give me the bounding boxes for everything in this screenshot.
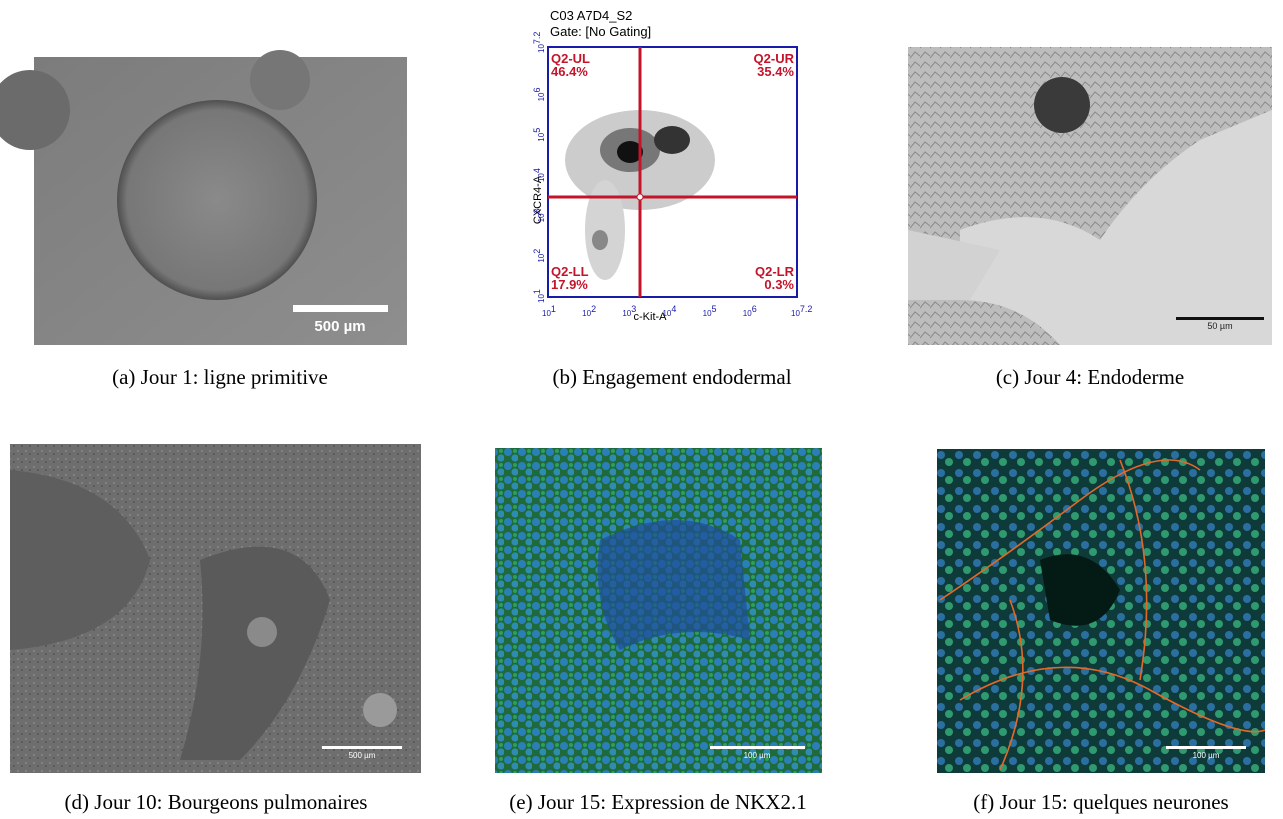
image-c — [908, 47, 1272, 345]
x-tick-exponent: 5 — [712, 304, 717, 314]
x-tick-exponent: 1 — [551, 304, 556, 314]
flow-plot — [548, 47, 797, 297]
quadrant-percent: 0.3% — [764, 277, 794, 292]
y-tick-label: 107.2 — [532, 32, 546, 53]
y-tick-exponent: 1 — [532, 289, 542, 294]
image-a — [0, 50, 407, 345]
y-tick-exponent: 6 — [532, 87, 542, 92]
x-tick-exponent: 2 — [591, 304, 596, 314]
caption: (f) Jour 15: quelques neurones — [973, 790, 1228, 814]
y-tick-label: 102 — [532, 249, 546, 263]
y-tick-exponent: 5 — [532, 128, 542, 133]
scale-bar-label: 100 µm — [744, 751, 771, 760]
quadrant-percent: 17.9% — [551, 277, 588, 292]
caption: (e) Jour 15: Expression de NKX2.1 — [509, 790, 806, 814]
plot-title: C03 A7D4_S2 — [550, 8, 632, 23]
caption: (a) Jour 1: ligne primitive — [112, 365, 328, 389]
x-tick-exponent: 3 — [631, 304, 636, 314]
x-tick-label: 105 — [703, 304, 717, 318]
x-tick-label: 107.2 — [791, 304, 812, 318]
x-tick-label: 102 — [582, 304, 596, 318]
image-d — [10, 444, 421, 773]
plot-subtitle: Gate: [No Gating] — [550, 24, 651, 39]
scale-bar-label: 500 µm — [349, 751, 376, 760]
figure: (a) Jour 1: ligne primitive 500 µm (b) Eng… — [0, 0, 1283, 819]
y-tick-label: 101 — [532, 289, 546, 303]
y-tick-exponent: 2 — [532, 249, 542, 254]
scale-bar-label: 100 µm — [1193, 751, 1220, 760]
x-tick-label: 106 — [743, 304, 757, 318]
image-f — [937, 449, 1265, 773]
scale-bar-label: 50 µm — [1207, 321, 1232, 331]
quadrant-percent: 35.4% — [757, 64, 794, 79]
x-tick-exponent: 7.2 — [800, 304, 813, 314]
y-tick-label: 105 — [532, 128, 546, 142]
x-tick-exponent: 6 — [752, 304, 757, 314]
y-tick-exponent: 3 — [532, 208, 542, 213]
x-tick-label: 104 — [662, 304, 676, 318]
image-e — [495, 448, 822, 773]
y-tick-exponent: 4 — [532, 168, 542, 173]
scale-bar-label: 500 µm — [314, 318, 365, 335]
y-tick-label: 106 — [532, 87, 546, 101]
quadrant-percent: 46.4% — [551, 64, 588, 79]
x-tick-label: 101 — [542, 304, 556, 318]
caption: (d) Jour 10: Bourgeons pulmonaires — [65, 790, 368, 814]
caption: (b) Engagement endodermal — [552, 365, 791, 389]
x-tick-exponent: 4 — [671, 304, 676, 314]
caption: (c) Jour 4: Endoderme — [996, 365, 1184, 389]
y-tick-exponent: 7.2 — [532, 32, 542, 45]
